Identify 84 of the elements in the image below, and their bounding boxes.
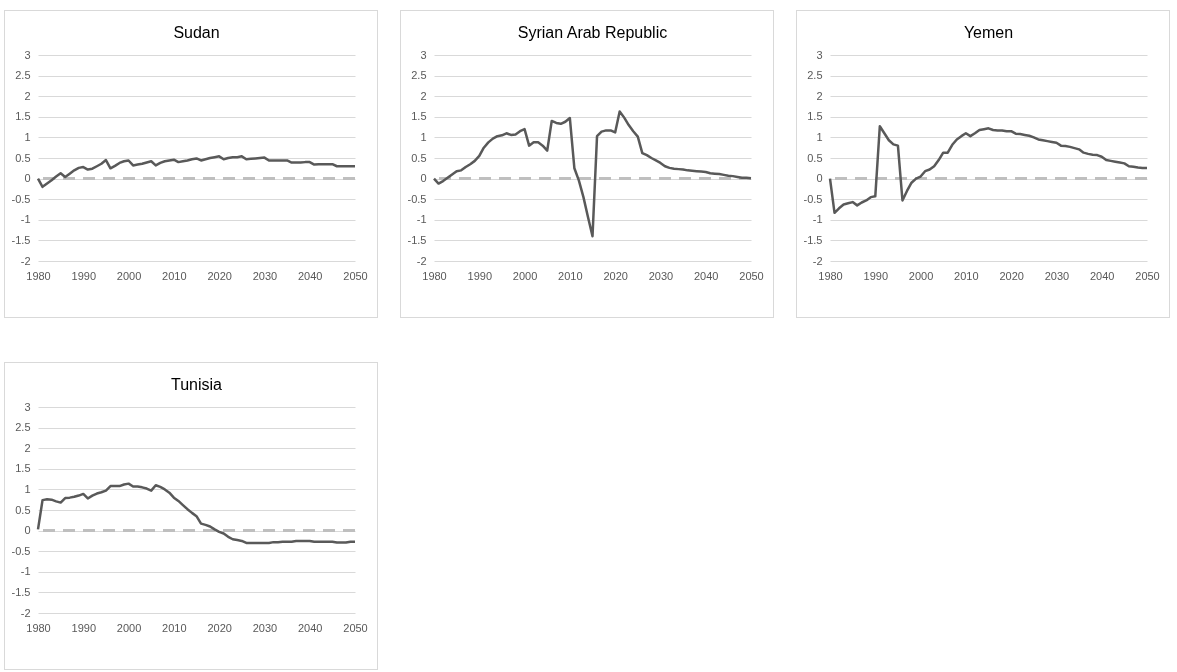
y-tick-label: -1.5 — [11, 233, 31, 246]
y-tick-label: 1.5 — [15, 110, 31, 123]
y-tick-label: 0.5 — [15, 503, 31, 516]
line-series — [432, 110, 753, 238]
y-tick-label: 2.5 — [15, 421, 31, 434]
x-tick-label: 2000 — [908, 269, 934, 282]
x-tick-label: 2050 — [343, 621, 368, 634]
x-tick-label: 1980 — [422, 269, 447, 282]
x-tick-label: 2000 — [512, 269, 538, 282]
y-tick-label: -0.5 — [11, 192, 31, 205]
y-tick-label: 3 — [24, 400, 31, 413]
y-tick-label: -0.5 — [803, 192, 823, 205]
y-tick-label: 2.5 — [411, 69, 427, 82]
x-tick-label: 1990 — [71, 269, 97, 282]
x-tick-label: 2050 — [739, 269, 764, 282]
x-tick-label: 2050 — [343, 269, 368, 282]
x-tick-label: 2020 — [207, 621, 232, 634]
y-tick-label: -2 — [812, 254, 823, 267]
x-tick-label: 2010 — [162, 269, 187, 282]
y-tick-label: 2.5 — [807, 69, 823, 82]
x-tick-label: 1990 — [863, 269, 889, 282]
x-tick-label: 2030 — [252, 621, 278, 634]
y-tick-label: -1 — [20, 565, 31, 578]
x-tick-label: 2040 — [297, 621, 323, 634]
x-tick-label: 1980 — [818, 269, 843, 282]
chart-title: Yemen — [963, 24, 1014, 41]
y-tick-label: 2.5 — [15, 69, 31, 82]
y-tick-label: 1 — [24, 130, 31, 143]
y-tick-label: 0 — [24, 524, 31, 537]
y-tick-label: -0.5 — [407, 192, 427, 205]
y-tick-label: -2 — [416, 254, 427, 267]
x-tick-label: 2030 — [648, 269, 674, 282]
y-tick-label: 2 — [816, 89, 823, 102]
x-tick-label: 2020 — [603, 269, 628, 282]
y-tick-label: 2 — [24, 89, 31, 102]
x-tick-label: 2030 — [252, 269, 278, 282]
y-tick-label: -2 — [20, 606, 31, 619]
chart-title: Sudan — [173, 24, 220, 41]
y-tick-label: 0.5 — [807, 151, 823, 164]
x-tick-label: 2000 — [116, 269, 142, 282]
y-tick-label: 1.5 — [807, 110, 823, 123]
x-tick-label: 1980 — [26, 269, 51, 282]
y-tick-label: -1 — [20, 213, 31, 226]
y-tick-label: 2 — [24, 441, 31, 454]
y-tick-label: 1 — [816, 130, 823, 143]
y-tick-label: 2 — [420, 89, 427, 102]
y-tick-label: -0.5 — [11, 544, 31, 557]
x-tick-label: 2030 — [1044, 269, 1070, 282]
chart-title: Tunisia — [171, 376, 223, 393]
y-tick-label: -1.5 — [11, 585, 31, 598]
y-tick-label: 3 — [420, 48, 427, 61]
line-series — [36, 155, 357, 189]
line-series — [36, 482, 357, 545]
x-tick-label: 1990 — [467, 269, 493, 282]
x-tick-label: 2040 — [297, 269, 323, 282]
x-tick-label: 2000 — [116, 621, 142, 634]
y-tick-label: 0.5 — [411, 151, 427, 164]
x-tick-label: 2040 — [693, 269, 719, 282]
y-tick-label: -1 — [812, 213, 823, 226]
x-tick-label: 2020 — [207, 269, 232, 282]
y-tick-label: 1.5 — [15, 462, 31, 475]
y-tick-label: -1 — [416, 213, 427, 226]
x-tick-label: 2040 — [1089, 269, 1115, 282]
x-tick-label: 1980 — [26, 621, 51, 634]
y-tick-label: 0 — [24, 172, 31, 185]
y-tick-label: -2 — [20, 254, 31, 267]
line-series — [828, 125, 1149, 215]
y-tick-label: 1 — [420, 130, 427, 143]
y-tick-label: 3 — [816, 48, 823, 61]
x-tick-label: 1990 — [71, 621, 97, 634]
y-tick-label: -1.5 — [803, 233, 823, 246]
x-tick-label: 2010 — [558, 269, 583, 282]
y-tick-label: 3 — [24, 48, 31, 61]
y-tick-label: 0 — [816, 172, 823, 185]
y-tick-label: 1 — [24, 482, 31, 495]
x-tick-label: 2010 — [162, 621, 187, 634]
y-tick-label: -1.5 — [407, 233, 427, 246]
x-tick-label: 2050 — [1135, 269, 1160, 282]
x-tick-label: 2010 — [954, 269, 979, 282]
y-tick-label: 1.5 — [411, 110, 427, 123]
y-tick-label: 0 — [420, 172, 427, 185]
chart-title: Syrian Arab Republic — [517, 24, 668, 41]
x-tick-label: 2020 — [999, 269, 1024, 282]
y-tick-label: 0.5 — [15, 151, 31, 164]
